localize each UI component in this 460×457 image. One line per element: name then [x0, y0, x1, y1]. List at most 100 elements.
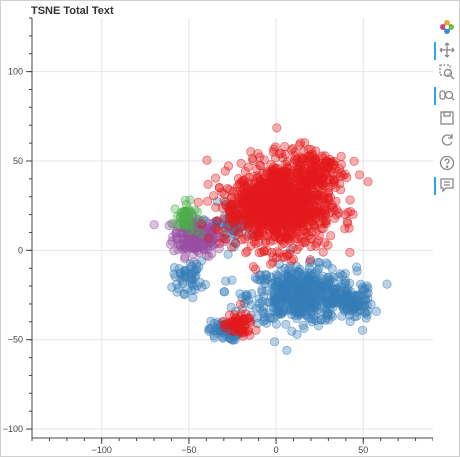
scatter-point-red	[227, 242, 237, 252]
scatter-point-red	[219, 320, 229, 330]
scatter-point-red	[217, 187, 227, 197]
chart-title: TSNE Total Text	[31, 5, 114, 17]
scatter-point-red	[249, 236, 259, 247]
scatter-point-red	[299, 146, 309, 157]
scatter-point-red	[193, 197, 203, 207]
scatter-point-green	[190, 226, 200, 236]
scatter-point-red	[307, 165, 317, 175]
scatter-point-blue	[185, 259, 195, 269]
scatter-point-red	[251, 325, 261, 335]
scatter-point-blue	[219, 287, 229, 297]
scatter-point-red	[228, 326, 238, 337]
scatter-point-red	[283, 221, 293, 231]
pan-icon[interactable]	[434, 40, 457, 60]
scatter-point-red	[294, 174, 304, 184]
scatter-point-red	[262, 246, 272, 256]
scatter-point-blue	[351, 307, 362, 317]
scatter-point-blue	[185, 269, 195, 279]
box-zoom-icon[interactable]	[437, 62, 457, 82]
scatter-point-red	[316, 207, 326, 217]
scatter-point-red	[246, 147, 256, 157]
scatter-point-red	[203, 179, 213, 189]
scatter-point-blue	[269, 299, 280, 309]
scatter-point-red	[203, 196, 213, 206]
scatter-point-blue	[257, 285, 267, 295]
scatter-point-blue	[308, 280, 318, 291]
scatter-point-red	[331, 196, 341, 206]
scatter-point-red	[240, 234, 250, 244]
y-tick-label: −100	[3, 424, 23, 434]
scatter-point-green	[183, 220, 193, 230]
scatter-point-blue	[247, 289, 257, 299]
scatter-point-red	[248, 193, 258, 203]
scatter-point-red	[294, 140, 304, 150]
scatter-point-blue	[238, 303, 248, 314]
scatter-point-red	[290, 201, 300, 211]
scatter-point-red	[246, 202, 256, 212]
reset-icon[interactable]	[437, 130, 457, 150]
scatter-point-red	[267, 166, 277, 176]
scatter-point-red	[345, 195, 355, 205]
scatter-point-blue	[267, 279, 277, 289]
scatter-point-purple	[165, 239, 176, 249]
scatter-point-red	[363, 177, 373, 187]
scatter-point-red	[300, 192, 310, 202]
scatter-point-red	[323, 240, 333, 250]
scatter-point-blue	[292, 329, 302, 339]
scatter-point-red	[249, 232, 259, 242]
scatter-point-red	[281, 200, 291, 210]
wheel-zoom-icon[interactable]	[434, 85, 457, 105]
scatter-point-red	[289, 185, 299, 195]
scatter-plot[interactable]: −100 −50 0 50 −100 −50 0 50 100	[1, 1, 433, 456]
scatter-point-green	[179, 206, 189, 216]
help-icon[interactable]	[437, 153, 457, 173]
scatter-point-red	[227, 211, 237, 221]
scatter-point-red	[318, 247, 328, 257]
scatter-point-red	[228, 225, 238, 236]
scatter-point-blue	[291, 307, 301, 317]
scatter-point-red	[248, 187, 259, 197]
scatter-point-red	[306, 242, 316, 252]
scatter-point-blue	[187, 286, 197, 296]
scatter-point-red	[214, 182, 224, 193]
scatter-point-red	[305, 255, 315, 265]
scatter-point-red	[311, 238, 322, 248]
scatter-point-blue	[261, 270, 271, 280]
scatter-point-blue	[307, 316, 317, 327]
scatter-point-purple	[193, 240, 204, 250]
scatter-point-red	[256, 161, 266, 171]
save-icon[interactable]	[437, 108, 457, 128]
scatter-point-red	[263, 186, 273, 196]
scatter-point-purple	[180, 254, 190, 264]
scatter-point-red	[321, 216, 331, 226]
scatter-point-red	[245, 330, 255, 340]
scatter-point-red	[281, 172, 291, 182]
scatter-point-blue	[362, 310, 372, 320]
scatter-point-red	[247, 153, 257, 164]
scatter-point-red	[327, 157, 337, 167]
hover-icon[interactable]	[434, 175, 457, 195]
scatter-point-red	[321, 216, 331, 226]
scatter-point-red	[268, 147, 278, 157]
y-tick-label: −50	[8, 335, 23, 345]
scatter-point-red	[269, 220, 279, 230]
scatter-point-blue	[306, 302, 316, 312]
scatter-point-red	[335, 172, 345, 182]
scatter-point-red	[272, 123, 282, 133]
scatter-point-red	[271, 253, 282, 263]
scatter-point-red	[288, 209, 298, 219]
scatter-point-blue	[321, 283, 331, 293]
scatter-point-red	[340, 210, 350, 220]
scatter-point-red	[249, 214, 259, 224]
bokeh-logo-icon[interactable]	[437, 17, 457, 37]
scatter-point-red	[241, 188, 251, 198]
scatter-point-blue	[299, 323, 309, 333]
scatter-point-blue	[316, 315, 326, 325]
scatter-point-red	[336, 168, 346, 178]
scatter-point-blue	[271, 319, 281, 329]
scatter-point-red	[234, 180, 244, 190]
scatter-point-blue	[323, 309, 333, 319]
scatter-point-red	[324, 157, 334, 167]
scatter-point-red	[202, 155, 212, 165]
scatter-point-red	[197, 219, 207, 229]
